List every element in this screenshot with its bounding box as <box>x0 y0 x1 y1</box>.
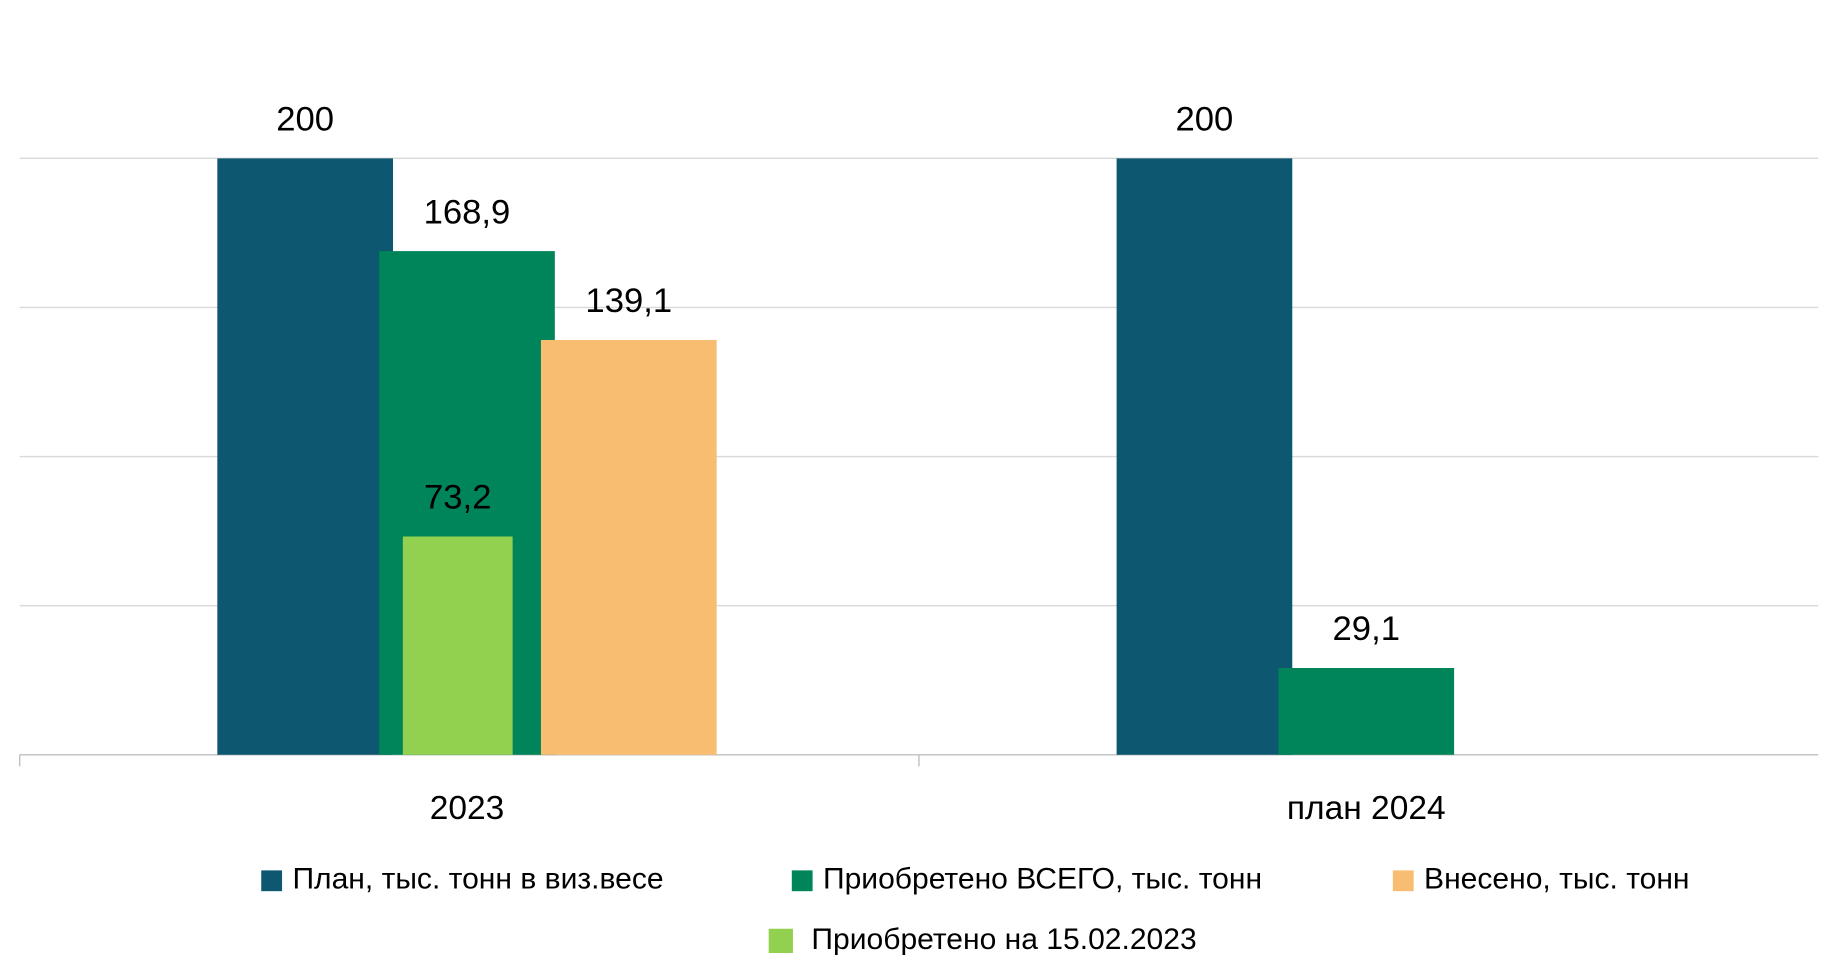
legend-label: План, тыс. тонн в виз.весе <box>292 863 663 896</box>
x-tick-label: план 2024 <box>1287 790 1446 827</box>
legend-label: Приобретено на 15.02.2023 <box>811 923 1196 956</box>
bar <box>1116 158 1293 755</box>
legend-swatch <box>1392 870 1414 892</box>
bar <box>1278 668 1455 755</box>
data-label: 139,1 <box>585 282 672 320</box>
bar <box>540 339 717 755</box>
data-label: 29,1 <box>1333 610 1400 648</box>
data-label: 200 <box>276 101 334 139</box>
data-label: 168,9 <box>424 193 511 231</box>
x-tick-label: 2023 <box>430 790 505 827</box>
legend-swatch <box>791 870 813 892</box>
legend-label: Приобретено ВСЕГО, тыс. тонн <box>823 863 1262 896</box>
data-label: 73,2 <box>424 479 491 517</box>
legend-swatch <box>261 870 283 892</box>
bar <box>402 536 513 755</box>
legend-label: Внесено, тыс. тонн <box>1424 863 1689 896</box>
data-label: 200 <box>1176 101 1234 139</box>
legend-swatch <box>768 928 793 954</box>
bar <box>217 158 394 755</box>
